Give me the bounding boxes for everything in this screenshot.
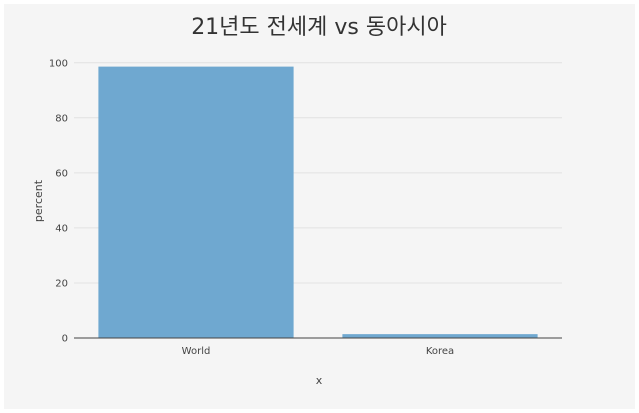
y-tick-label: 40 [55,223,68,234]
x-tick-labels: World Korea [182,346,455,357]
y-axis-title: percent [32,179,45,222]
chart-frame: 21년도 전세계 vs 동아시아 0 20 40 60 80 100 World Korea… [4,4,635,409]
bar-chart: 21년도 전세계 vs 동아시아 0 20 40 60 80 100 World Korea… [32,15,562,387]
y-tick-label: 60 [55,168,68,179]
y-tick-labels: 0 20 40 60 80 100 [49,58,68,344]
y-tick-label: 0 [62,334,68,345]
x-tick-label-world: World [182,346,211,357]
bars [98,66,538,338]
x-axis-title: x [316,374,323,387]
y-tick-label: 100 [49,58,68,69]
y-tick-label: 80 [55,113,68,124]
y-tick-label: 20 [55,278,68,289]
bar-korea[interactable] [342,334,538,338]
chart-title: 21년도 전세계 vs 동아시아 [191,15,447,40]
x-tick-label-korea: Korea [426,346,454,357]
bar-world[interactable] [98,66,294,338]
